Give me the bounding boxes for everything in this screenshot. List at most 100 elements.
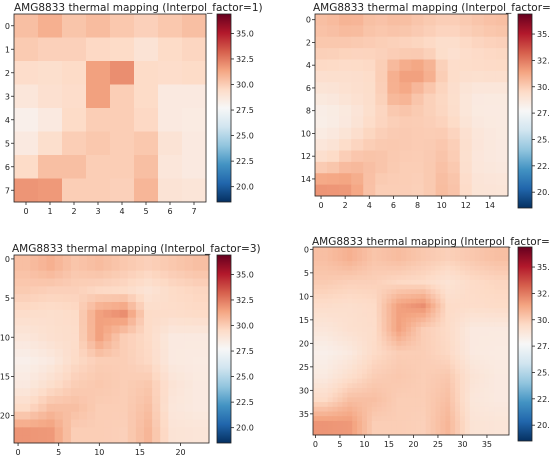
heatmap-cell xyxy=(423,161,437,174)
heatmap-cell xyxy=(79,364,88,373)
heatmap-cell xyxy=(494,317,500,323)
heatmap-cell xyxy=(160,372,169,381)
heatmap-cell xyxy=(366,303,373,309)
heatmap-cell xyxy=(313,406,319,412)
heatmap-cell xyxy=(362,279,368,285)
heatmap-cell xyxy=(447,116,461,129)
heatmap-cell xyxy=(504,261,510,267)
heatmap-cell xyxy=(351,150,364,163)
heatmap-cell xyxy=(430,303,436,309)
heatmap-cell xyxy=(504,430,510,436)
heatmap-cell xyxy=(440,331,446,337)
heatmap-cell xyxy=(111,411,121,420)
heatmap-cell xyxy=(366,364,373,370)
heatmap-cell xyxy=(362,416,368,422)
heatmap-cell xyxy=(425,322,431,328)
heatmap-cell xyxy=(411,392,417,398)
heatmap-cell xyxy=(479,388,485,394)
heatmap-cell xyxy=(469,392,476,398)
heatmap-cell xyxy=(445,279,451,285)
heatmap-cell xyxy=(62,286,72,295)
heatmap-cell xyxy=(342,275,348,281)
heatmap-cell xyxy=(420,261,427,267)
heatmap-cell xyxy=(337,336,343,342)
heatmap-cell xyxy=(425,378,431,384)
x-tick-label: 3 xyxy=(95,207,100,216)
heatmap-cell xyxy=(499,256,505,262)
heatmap-cell xyxy=(494,345,500,351)
heatmap-cell xyxy=(401,256,407,262)
heatmap-cell xyxy=(332,308,338,314)
heatmap-cell xyxy=(440,251,446,257)
heatmap-cell xyxy=(103,419,112,428)
heatmap-cell xyxy=(484,303,490,309)
heatmap-cell xyxy=(375,93,388,106)
heatmap-cell xyxy=(406,364,412,370)
heatmap-cell xyxy=(327,251,333,257)
heatmap-cell xyxy=(399,184,412,197)
heatmap-cell xyxy=(313,378,319,384)
heatmap-cell xyxy=(447,36,461,49)
heatmap-cell xyxy=(62,403,72,413)
heatmap-cell xyxy=(499,425,505,431)
heatmap-cell xyxy=(430,247,436,253)
heatmap-cell xyxy=(87,435,96,444)
heatmap-cell xyxy=(376,406,382,412)
heatmap-cell xyxy=(415,275,422,281)
heatmap-cell xyxy=(332,392,338,398)
heatmap-cell xyxy=(469,373,476,379)
heatmap-cell xyxy=(200,325,210,334)
heatmap-cell xyxy=(315,127,328,140)
heatmap-cell xyxy=(327,36,340,49)
heatmap-cell xyxy=(483,70,497,83)
heatmap-cell xyxy=(415,317,422,323)
heatmap-cell xyxy=(406,326,412,332)
heatmap-cell xyxy=(352,270,358,276)
heatmap-cell xyxy=(495,82,509,95)
heatmap-cell xyxy=(415,312,422,318)
heatmap-cell xyxy=(423,139,437,151)
heatmap-cell xyxy=(489,298,495,304)
heatmap-cell xyxy=(70,356,80,366)
heatmap-cell xyxy=(357,251,363,257)
heatmap-cell xyxy=(499,411,505,417)
heatmap-cell xyxy=(455,420,461,426)
heatmap-cell xyxy=(499,331,505,337)
heatmap-cell xyxy=(322,279,329,285)
heatmap-cell xyxy=(455,294,461,300)
heatmap-cell xyxy=(406,331,412,337)
heatmap-cell xyxy=(362,265,368,271)
heatmap-cell xyxy=(46,333,56,342)
heatmap-cell xyxy=(46,294,56,303)
heatmap-cell xyxy=(86,61,111,85)
heatmap-cell xyxy=(455,322,461,328)
heatmap-cell xyxy=(489,284,495,290)
heatmap-cell xyxy=(357,341,363,347)
heatmap-cell xyxy=(337,270,343,276)
heatmap-cell xyxy=(459,173,473,186)
heatmap-cell xyxy=(396,369,402,375)
heatmap-cell xyxy=(386,341,392,347)
heatmap-cell xyxy=(445,369,451,375)
heatmap-cell xyxy=(450,402,456,408)
heatmap-cell xyxy=(110,131,135,156)
heatmap-cell xyxy=(483,139,497,151)
heatmap-cell xyxy=(440,430,446,436)
heatmap-cell xyxy=(357,411,363,417)
heatmap-cell xyxy=(447,161,461,174)
heatmap-cell xyxy=(22,388,31,397)
heatmap-cell xyxy=(342,256,348,262)
heatmap-cell xyxy=(430,279,436,285)
heatmap-cell xyxy=(371,270,378,276)
heatmap-cell xyxy=(339,173,352,186)
heatmap-cell xyxy=(474,336,480,342)
heatmap-cell xyxy=(406,406,412,412)
heatmap-cell xyxy=(495,105,509,117)
heatmap-cell xyxy=(192,317,202,326)
heatmap-cell xyxy=(317,331,324,337)
heatmap-cell xyxy=(135,403,145,413)
heatmap-cell xyxy=(386,279,392,285)
heatmap-cell xyxy=(371,279,378,285)
heatmap-cell xyxy=(504,251,510,257)
heatmap-cell xyxy=(484,308,490,314)
